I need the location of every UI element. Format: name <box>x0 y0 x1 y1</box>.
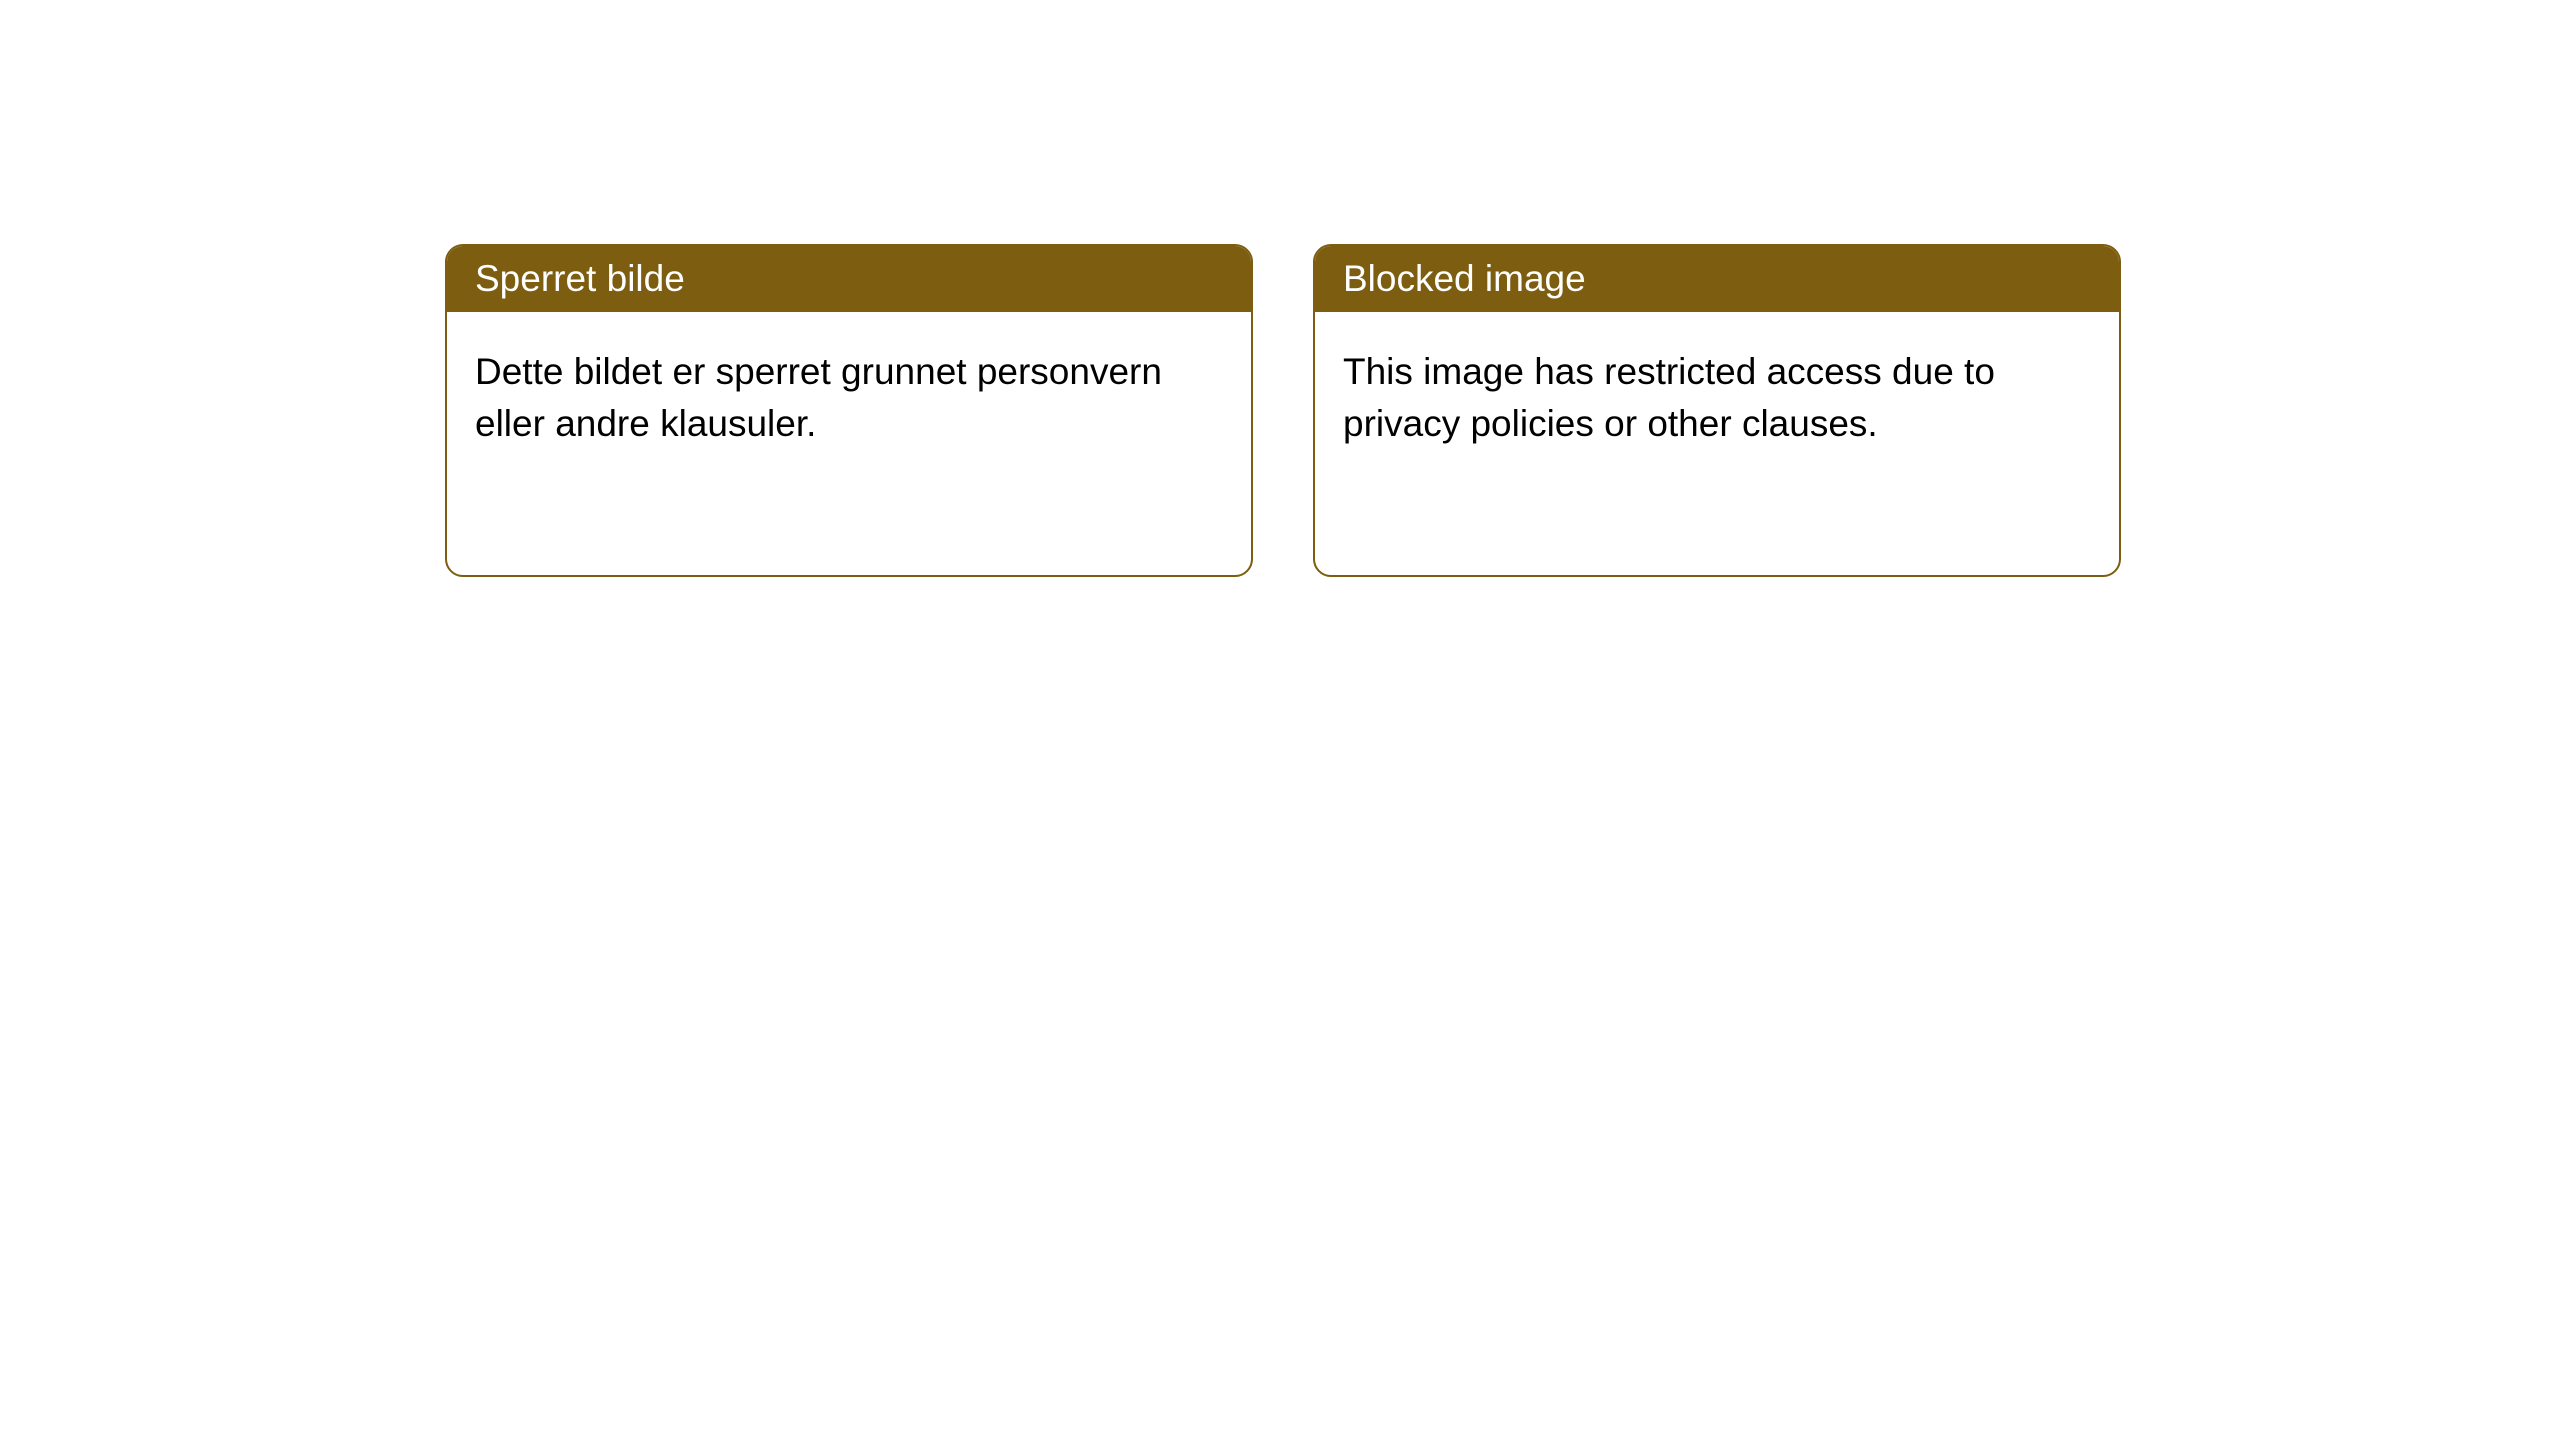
notice-container: Sperret bilde Dette bildet er sperret gr… <box>445 244 2121 577</box>
notice-header: Blocked image <box>1315 246 2119 312</box>
notice-text: This image has restricted access due to … <box>1343 351 1995 444</box>
notice-text: Dette bildet er sperret grunnet personve… <box>475 351 1162 444</box>
notice-card-norwegian: Sperret bilde Dette bildet er sperret gr… <box>445 244 1253 577</box>
notice-title: Blocked image <box>1343 258 1586 299</box>
notice-header: Sperret bilde <box>447 246 1251 312</box>
notice-body: Dette bildet er sperret grunnet personve… <box>447 312 1251 484</box>
notice-card-english: Blocked image This image has restricted … <box>1313 244 2121 577</box>
notice-body: This image has restricted access due to … <box>1315 312 2119 484</box>
notice-title: Sperret bilde <box>475 258 685 299</box>
